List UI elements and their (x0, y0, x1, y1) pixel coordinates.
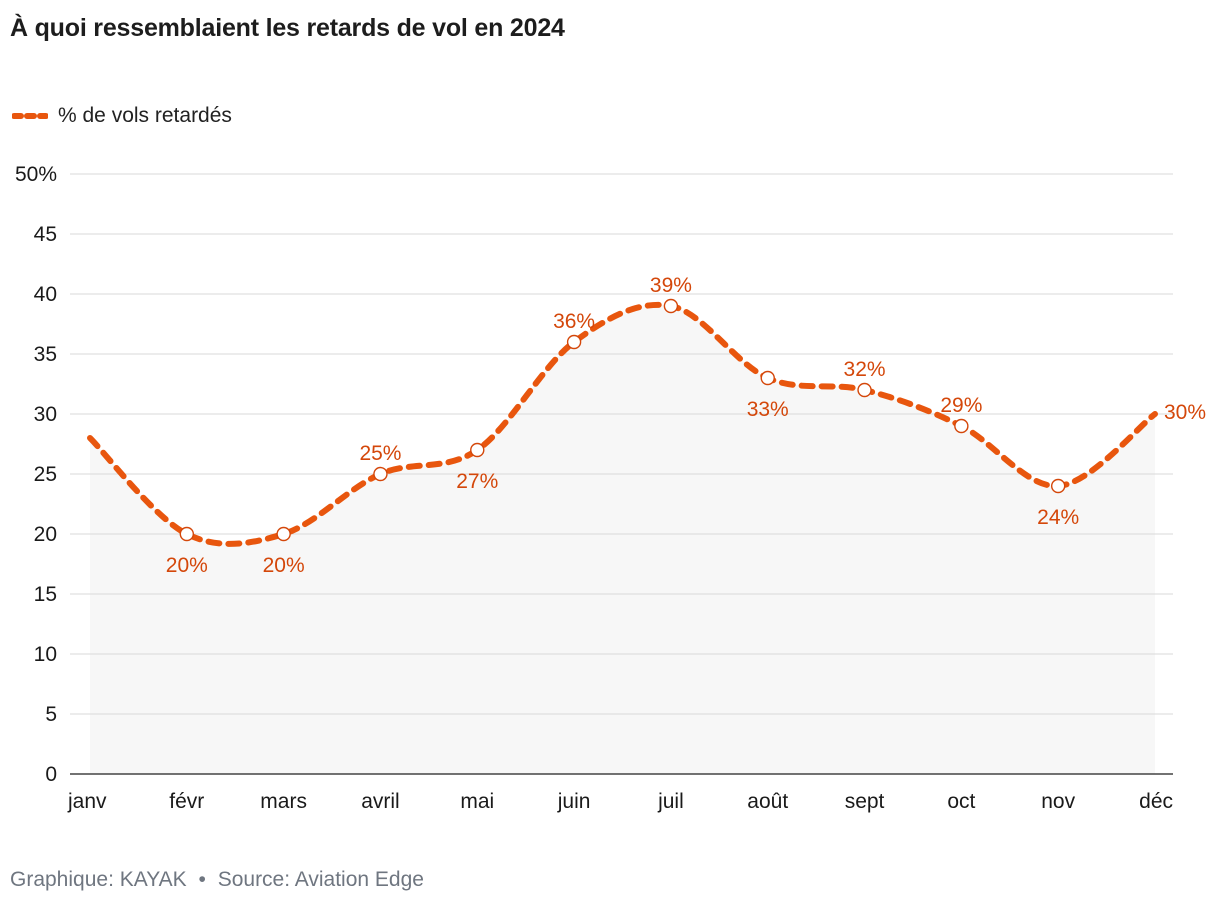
data-label: 30% (1164, 401, 1206, 424)
data-label: 20% (166, 554, 208, 577)
data-label: 39% (650, 274, 692, 297)
y-tick-label: 5 (45, 703, 57, 726)
x-tick-label: janv (67, 790, 107, 813)
x-tick-label: nov (1041, 790, 1075, 813)
x-tick-label: juin (557, 790, 591, 813)
series-area (90, 304, 1155, 774)
legend-swatch (12, 113, 48, 119)
data-label: 29% (940, 394, 982, 417)
y-tick-label: 35 (34, 343, 57, 366)
legend: % de vols retardés (12, 104, 232, 128)
y-tick-label: 25 (34, 463, 57, 486)
footer-source: Source: Aviation Edge (217, 868, 424, 891)
x-tick-label: août (747, 790, 788, 813)
footer-separator: • (198, 868, 206, 891)
y-tick-label: 30 (34, 403, 57, 426)
line-chart: 0 5 10 15 20 25 30 35 40 45 50% 20% 20% 25% 27% 36% 39% 3… (15, 163, 1206, 813)
data-point (954, 418, 969, 434)
data-label: 24% (1037, 506, 1079, 529)
data-point (760, 370, 775, 386)
x-tick-label: sept (845, 790, 885, 813)
data-point (276, 526, 291, 542)
series-line (87, 301, 1158, 547)
data-point (470, 442, 485, 458)
y-tick-label: 0 (45, 763, 57, 786)
data-point (857, 382, 872, 398)
chart-title: À quoi ressemblaient les retards de vol … (10, 14, 565, 42)
data-label: 25% (359, 442, 401, 465)
x-tick-label: juil (657, 790, 684, 813)
y-tick-label: 20 (34, 523, 57, 546)
y-tick-label: 50% (15, 163, 57, 186)
x-tick-label: déc (1139, 790, 1173, 813)
y-tick-label: 10 (34, 643, 57, 666)
y-tick-label: 45 (34, 223, 57, 246)
data-label: 20% (263, 554, 305, 577)
data-label: 32% (844, 358, 886, 381)
y-tick-label: 15 (34, 583, 57, 606)
x-tick-label: mars (260, 790, 307, 813)
x-tick-label: oct (947, 790, 975, 813)
y-tick-label: 40 (34, 283, 57, 306)
data-label: 27% (456, 470, 498, 493)
data-point (373, 466, 388, 482)
footer-credit: Graphique: KAYAK (10, 868, 187, 891)
x-tick-label: mai (460, 790, 494, 813)
data-point (179, 526, 195, 542)
data-point (1050, 478, 1066, 494)
data-label: 33% (747, 398, 789, 421)
data-point (566, 334, 582, 350)
data-label: 36% (553, 310, 595, 333)
data-point (663, 298, 679, 314)
x-tick-label: févr (169, 790, 204, 813)
x-tick-label: avril (361, 790, 400, 813)
chart-footer: Graphique: KAYAK • Source: Aviation Edge (10, 868, 424, 892)
legend-label: % de vols retardés (58, 104, 232, 127)
